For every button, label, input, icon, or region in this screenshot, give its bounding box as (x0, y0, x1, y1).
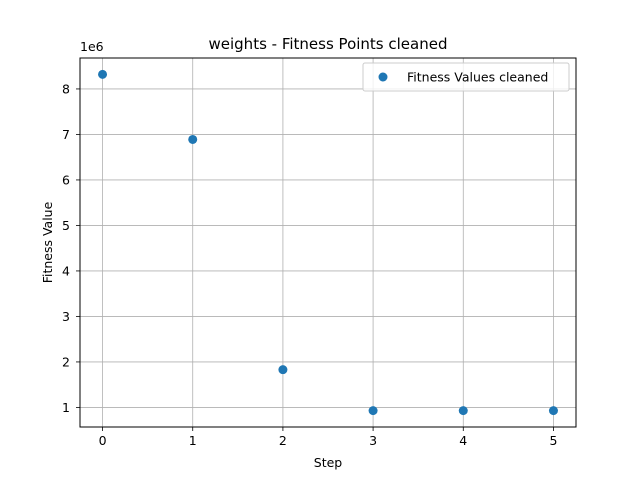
y-tick-label: 7 (62, 127, 70, 142)
y-tick-label: 6 (62, 172, 70, 187)
y-tick-label: 1 (62, 400, 70, 415)
chart-title: weights - Fitness Points cleaned (209, 35, 448, 53)
y-tick-label: 5 (62, 218, 70, 233)
x-tick-label: 5 (549, 433, 557, 448)
x-tick-label: 2 (279, 433, 287, 448)
legend-marker (378, 72, 388, 82)
axis-ticks: 0 1 2 3 4 5 1 2 3 4 5 6 7 8 (62, 81, 557, 448)
legend-label: Fitness Values cleaned (407, 70, 548, 85)
y-tick-label: 3 (62, 309, 70, 324)
grid-lines (80, 58, 576, 427)
data-point (98, 69, 108, 79)
y-axis-label: Fitness Value (40, 201, 55, 283)
data-point (458, 406, 468, 416)
x-tick-label: 0 (99, 433, 107, 448)
legend-box (362, 62, 570, 92)
data-point (548, 406, 558, 416)
plot-frame (79, 57, 577, 428)
x-axis-label: Step (314, 455, 343, 470)
y-tick-label: 2 (62, 354, 70, 369)
legend: Fitness Values cleaned (362, 62, 570, 92)
x-tick-label: 3 (369, 433, 377, 448)
data-point (368, 406, 378, 416)
data-point (188, 134, 198, 144)
x-tick-label: 4 (459, 433, 467, 448)
y-tick-label: 4 (62, 263, 70, 278)
x-tick-label: 1 (189, 433, 197, 448)
y-tick-label: 8 (62, 81, 70, 96)
data-point (278, 365, 288, 375)
data-points (98, 69, 558, 416)
y-axis-offset-label: 1e6 (80, 39, 104, 54)
